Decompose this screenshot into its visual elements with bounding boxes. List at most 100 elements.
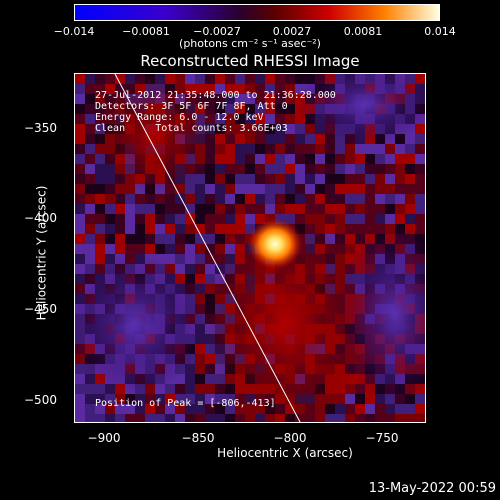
heatmap-cell: [305, 74, 315, 84]
heatmap-cell: [285, 144, 295, 154]
heatmap-cell: [155, 394, 165, 404]
heatmap-cell: [365, 394, 375, 404]
heatmap-cell: [295, 164, 305, 174]
heatmap-cell: [95, 104, 105, 114]
heatmap-cell: [75, 274, 85, 284]
heatmap-cell: [75, 374, 85, 384]
heatmap-cell: [145, 394, 155, 404]
heatmap-cell: [335, 174, 345, 184]
heatmap-cell: [185, 244, 195, 254]
heatmap-cell: [115, 204, 125, 214]
heatmap-cell: [125, 194, 135, 204]
heatmap-cell: [75, 174, 85, 184]
heatmap-cell: [245, 154, 255, 164]
heatmap-cell: [255, 134, 265, 144]
x-tick-label: −850: [181, 431, 215, 445]
heatmap-cell: [245, 184, 255, 194]
heatmap-cell: [345, 214, 355, 224]
heatmap-cell: [75, 74, 85, 84]
heatmap-cell: [275, 144, 285, 154]
heatmap-cell: [255, 204, 265, 214]
heatmap-cell: [95, 184, 105, 194]
heatmap-cell: [95, 224, 105, 234]
y-tick-label: −450: [24, 302, 57, 316]
y-axis-label: Heliocentric Y (arcsec): [34, 185, 49, 321]
heatmap-cell: [105, 394, 115, 404]
heatmap-cell: [325, 154, 335, 164]
heatmap-cell: [205, 234, 215, 244]
heatmap-cell: [245, 204, 255, 214]
heatmap-cell: [85, 144, 95, 154]
heatmap-cell: [275, 84, 285, 94]
heatmap-cell: [85, 74, 95, 84]
heatmap-cell: [125, 404, 135, 414]
y-tick-label: −400: [24, 211, 57, 225]
heatmap-cell: [265, 164, 275, 174]
heatmap-cell: [225, 174, 235, 184]
heatmap-cell: [285, 134, 295, 144]
heatmap-cell: [85, 124, 95, 134]
heatmap-cell: [95, 404, 105, 414]
heatmap-cell: [365, 414, 375, 422]
peak-position-text: Position of Peak = [-806,-413]: [95, 398, 276, 409]
colorbar-tick-label: 0.0027: [272, 25, 312, 38]
heatmap-cell: [305, 124, 315, 134]
heatmap-cell: [215, 194, 225, 204]
solar-limb-line: [114, 74, 301, 422]
heatmap-cell: [235, 124, 245, 134]
heatmap-cell: [85, 204, 95, 214]
heatmap-cell: [415, 164, 425, 174]
heatmap-cell: [105, 74, 115, 84]
heatmap-cell: [205, 384, 215, 394]
heatmap-cell: [295, 184, 305, 194]
heatmap-cell: [75, 104, 85, 114]
heatmap-cell: [175, 74, 185, 84]
heatmap-cell: [215, 214, 225, 224]
heatmap-cell: [395, 144, 405, 154]
heatmap-cell: [245, 124, 255, 134]
heatmap-cell: [175, 214, 185, 224]
x-tick-label: −800: [273, 431, 307, 445]
heatmap-cell: [185, 224, 195, 234]
heatmap-cell: [135, 404, 145, 414]
heatmap-cell: [385, 154, 395, 164]
heatmap-cell: [235, 174, 245, 184]
heatmap-cell: [105, 204, 115, 214]
heatmap-cell: [325, 414, 335, 422]
heatmap-cell: [415, 224, 425, 234]
heatmap-cell: [75, 184, 85, 194]
heatmap-cell: [145, 214, 155, 224]
heatmap-cell: [385, 214, 395, 224]
heatmap-cell: [165, 254, 175, 264]
heatmap-cell: [255, 84, 265, 94]
heatmap-cell: [85, 104, 95, 114]
heatmap-cell: [235, 414, 245, 422]
heatmap-cell: [75, 114, 85, 124]
heatmap-cell: [285, 94, 295, 104]
heatmap-cell: [95, 414, 105, 422]
heatmap-cell: [195, 354, 205, 364]
heatmap-cell: [335, 414, 345, 422]
heatmap-cell: [275, 194, 285, 204]
heatmap-cell: [245, 84, 255, 94]
heatmap-cell: [215, 394, 225, 404]
heatmap-cell: [265, 144, 275, 154]
x-tick-label: −750: [365, 431, 399, 445]
energy-range-text: Energy Range: 6.0 - 12.0 keV: [95, 112, 264, 123]
heatmap-cell: [85, 224, 95, 234]
heatmap-cell: [95, 244, 105, 254]
heatmap-cell: [405, 154, 415, 164]
heatmap-cell: [235, 164, 245, 174]
heatmap-cell: [195, 184, 205, 194]
heatmap-cell: [295, 114, 305, 124]
heatmap-cell: [145, 224, 155, 234]
heatmap-cell: [185, 414, 195, 422]
heatmap-cell: [195, 194, 205, 204]
heatmap-cell: [225, 184, 235, 194]
colorbar: [74, 4, 440, 21]
heatmap-cell: [125, 214, 135, 224]
heatmap-cell: [85, 404, 95, 414]
heatmap-cell: [235, 154, 245, 164]
heatmap-cell: [105, 214, 115, 224]
heatmap-cell: [215, 74, 225, 84]
